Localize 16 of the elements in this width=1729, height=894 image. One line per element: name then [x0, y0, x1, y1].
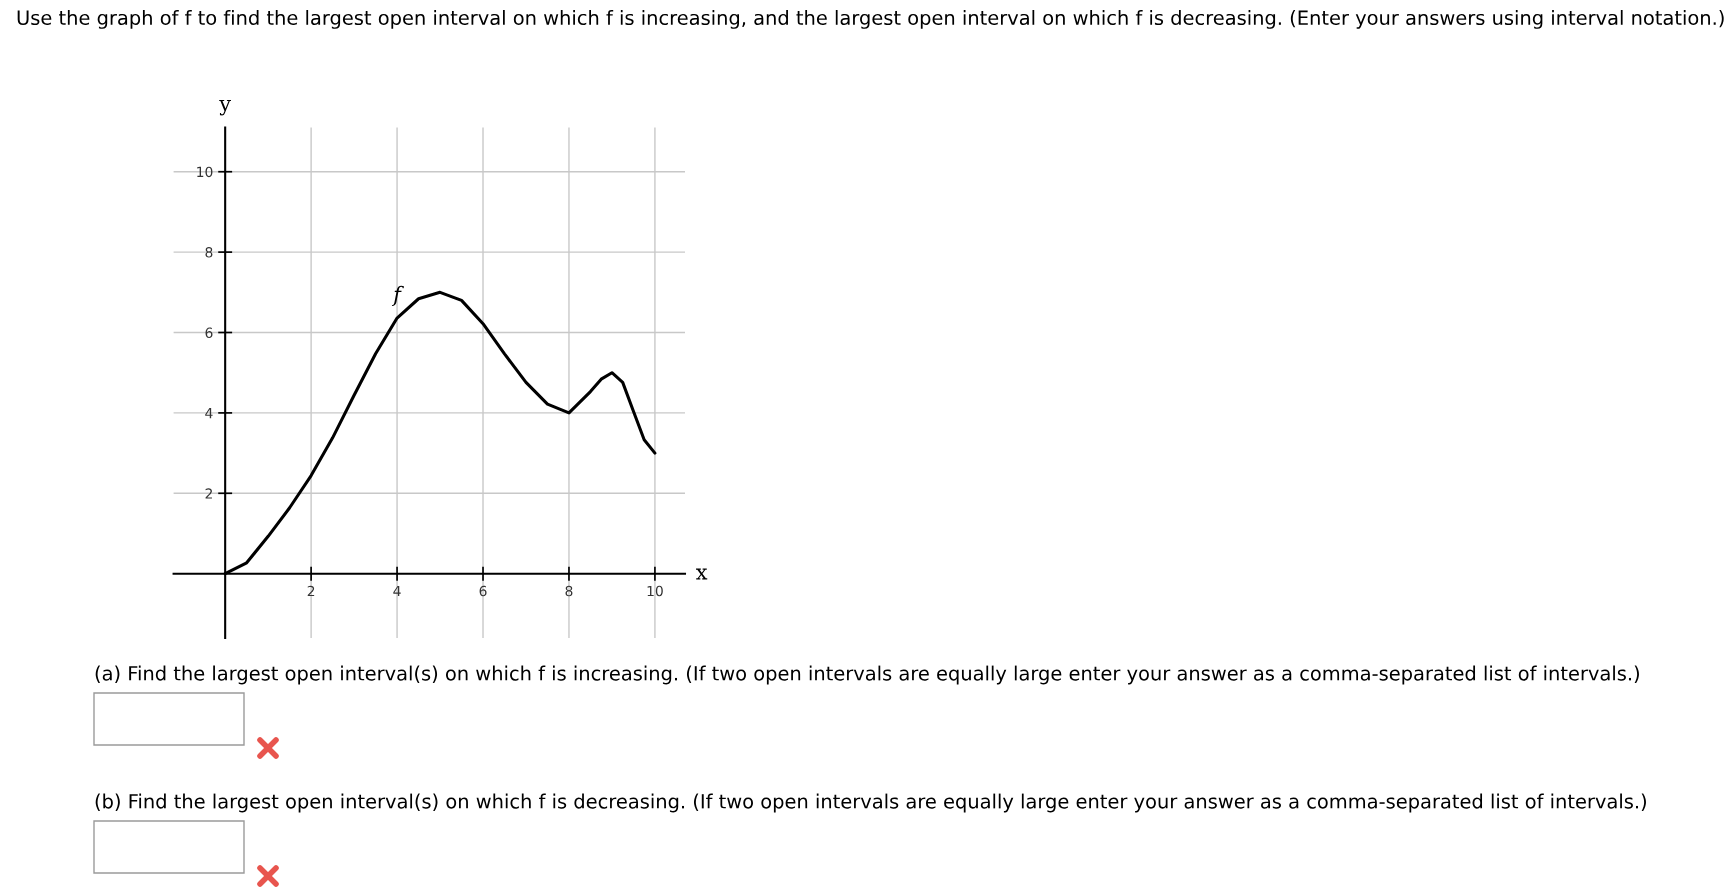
y-tick-label: 10	[197, 166, 213, 178]
x-tick-label: 2	[307, 585, 315, 597]
text: Use the graph of f to find the largest open interval on which f is increasing, and the largest open interval on which f is decreasing. (Enter your answers using interval notation.)	[17, 10, 1724, 29]
x-tick-label: 6	[479, 585, 487, 597]
x-tick-label: 4	[393, 585, 401, 597]
text: (a) Find the largest open interval(s) on which f is increasing. (If two open intervals are equally large enter your answer as a comma-separated list of intervals.)	[95, 665, 1639, 685]
y-tick-label: 2	[205, 488, 212, 499]
text: (b) Find the largest open interval(s) on which f is decreasing. (If two open intervals are equally large enter your answer as a comma-separated list of intervals.)	[95, 793, 1646, 813]
y-tick-label: 8	[205, 247, 213, 258]
series-label: f	[391, 285, 405, 306]
y-tick-label: 4	[205, 408, 213, 419]
y-tick-label: 6	[205, 327, 213, 338]
x-axis-title: x	[696, 568, 708, 580]
x-tick-label: 8	[565, 585, 573, 597]
y-axis-title: y	[219, 100, 231, 116]
x-tick-label: 10	[647, 585, 663, 597]
